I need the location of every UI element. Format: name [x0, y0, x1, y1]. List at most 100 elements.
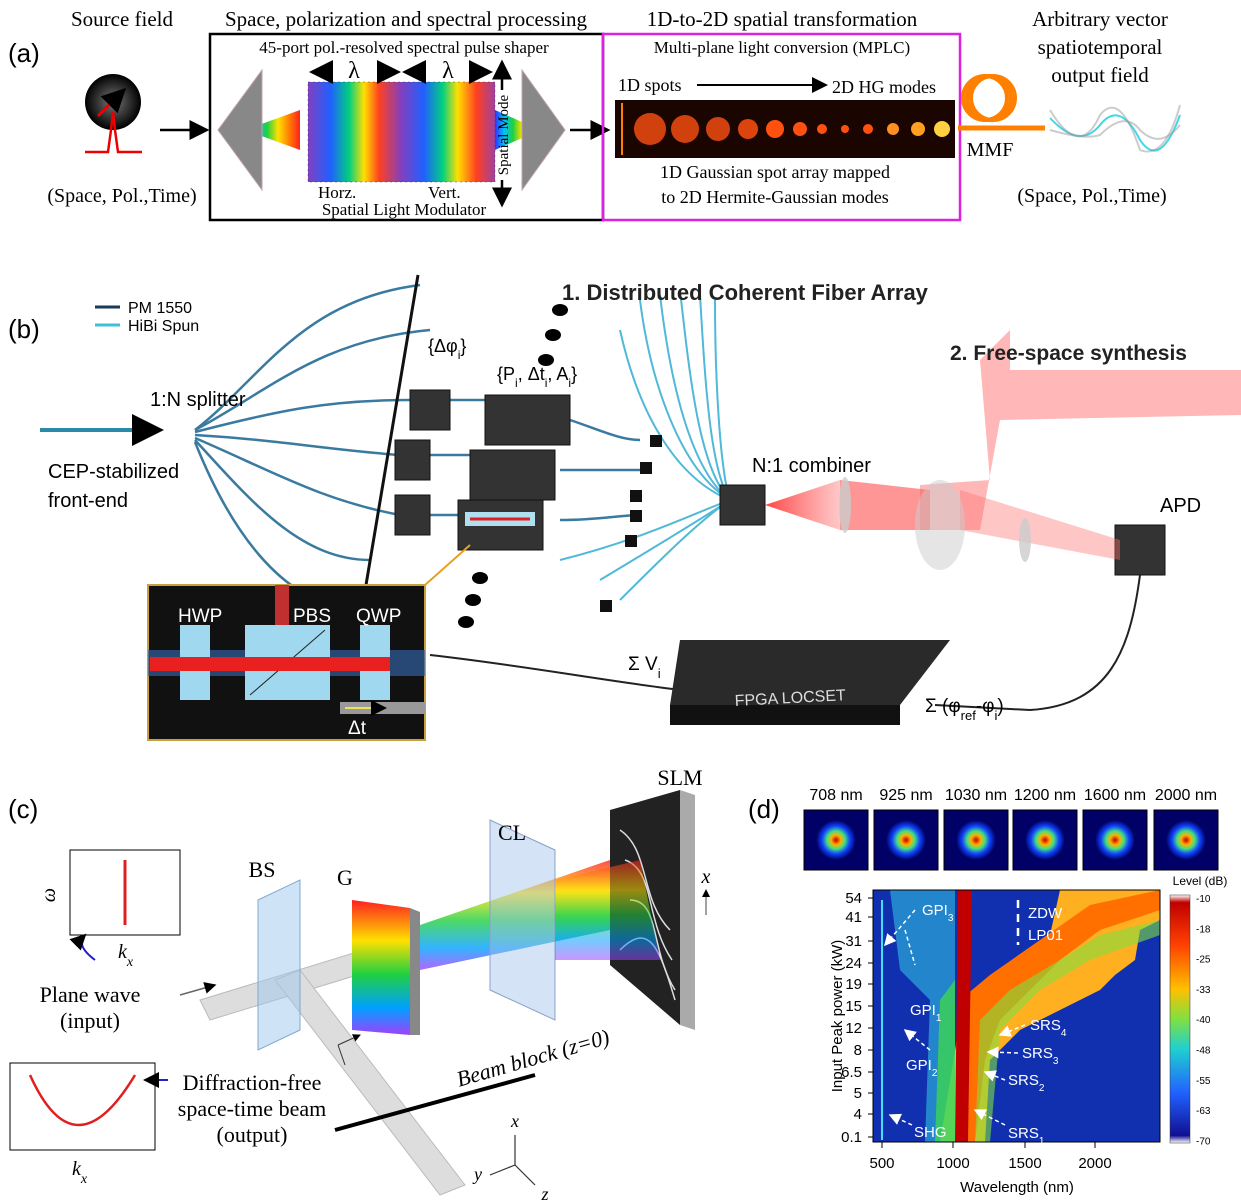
legend-entry: HiBi Spun [128, 318, 199, 335]
shape-path [195, 438, 400, 515]
annotation: LP01 [1028, 927, 1063, 944]
label: {Pi, Δti, Ai} [497, 364, 577, 390]
label: Plane wave [40, 982, 141, 1007]
text-part: GPI [922, 902, 948, 919]
shape-rect [485, 395, 570, 445]
panel-a-graphics [85, 34, 1180, 220]
label: 1D spots [618, 75, 682, 95]
label: z [540, 1184, 548, 1202]
subscript: 1 [1039, 1136, 1045, 1147]
shape-rect [150, 657, 390, 671]
label: ω [38, 888, 60, 902]
colorbar-tick-label: -55 [1196, 1076, 1211, 1087]
label: (output) [217, 1122, 288, 1147]
x-tick-label: 1500 [1008, 1155, 1041, 1172]
label: Spatial Mode [496, 94, 512, 175]
shape-circle [841, 125, 849, 133]
y-tick-label: 15 [845, 998, 862, 1015]
shape-line [490, 1165, 515, 1175]
text-part: } [460, 336, 466, 356]
colorbar-tick-label: -63 [1196, 1106, 1211, 1117]
label: Σ Vi [628, 654, 661, 681]
heading: Space, polarization and spectral process… [225, 7, 588, 31]
text-part: } [571, 364, 577, 384]
label: 2D HG modes [832, 77, 936, 97]
shape-circle [671, 115, 699, 143]
label: {Δφi} [428, 336, 466, 362]
text-part: SRS [1008, 1072, 1039, 1089]
shape-g [1050, 105, 1180, 152]
label: 1D Gaussian spot array mapped [660, 162, 890, 182]
subscript: 4 [1061, 1028, 1067, 1039]
label: CL [498, 820, 526, 845]
shape-path [560, 515, 640, 520]
shape-g [600, 435, 662, 612]
shape-circle [706, 117, 730, 141]
text-part: {Δφ [428, 336, 458, 356]
label: Δt [348, 718, 367, 739]
shape-path [660, 295, 730, 500]
x-tick-label: 2000 [1078, 1155, 1111, 1172]
label: HWP [178, 606, 222, 627]
shape-g [963, 76, 1015, 120]
text-part: ) [997, 696, 1003, 717]
colorbar-tick-label: -70 [1196, 1136, 1211, 1147]
beam-profile [1025, 820, 1065, 860]
wavelength-label: 925 nm [879, 787, 932, 804]
label: Diffraction-free [183, 1070, 322, 1095]
label: kx [118, 941, 134, 970]
panel-label: (a) [8, 38, 40, 68]
label: (Space, Pol.,Time) [47, 185, 196, 207]
shape-rect [395, 495, 430, 535]
legend-entry: PM 1550 [128, 300, 192, 317]
beam-profile [886, 820, 926, 860]
beam-profile [1095, 820, 1135, 860]
shape-circle [934, 121, 950, 137]
text-part: GPI [906, 1057, 932, 1074]
shape-polygon [490, 820, 555, 1020]
shape-rect [308, 82, 495, 182]
shape-polygon [670, 705, 900, 725]
shape-circle [817, 124, 827, 134]
shape-path [1050, 105, 1180, 152]
label: ω [0, 1100, 5, 1114]
label: Spatial Light Modulator [322, 200, 487, 219]
shape-polygon [522, 70, 565, 190]
colorbar-tick-label: -33 [1196, 985, 1211, 996]
heading: spatiotemporal [1038, 35, 1163, 59]
label: λ [442, 58, 454, 84]
shape-rect [600, 600, 612, 612]
axis-title: Wavelength (nm) [960, 1179, 1074, 1196]
text-part: , Δt [518, 364, 545, 384]
y-tick-label: 24 [845, 955, 862, 972]
beam-profile [1166, 820, 1206, 860]
shape-polygon [765, 480, 840, 530]
shape-line [515, 1165, 535, 1185]
shape-rect [625, 535, 637, 547]
text-part: GPI [910, 1002, 936, 1019]
colorbar-tick-label: -40 [1196, 1015, 1211, 1026]
shape-path [935, 575, 1140, 710]
wavelength-label: 1600 nm [1084, 787, 1146, 804]
shape-rect [650, 435, 662, 447]
shape-line [180, 985, 215, 995]
wavelength-label: 1200 nm [1014, 787, 1076, 804]
subscript: x [126, 955, 134, 970]
panel-d-graphics [804, 810, 1218, 1143]
shape-g [490, 1135, 535, 1185]
text-part: -φ [976, 696, 995, 717]
annotation: SHG [914, 1124, 947, 1141]
shape-rect [410, 390, 450, 430]
label: kx [72, 1158, 88, 1187]
y-tick-label: 0.1 [841, 1129, 862, 1146]
subscript: 3 [1053, 1056, 1059, 1067]
figure: (a)Source fieldSpace, polarization and s… [0, 0, 1241, 1202]
shape-ellipse [915, 480, 965, 570]
label: PBS [293, 606, 331, 627]
shape-path [560, 500, 730, 560]
shape-rect [470, 450, 555, 500]
shape-rect [640, 462, 652, 474]
text-part: Σ (φ [925, 696, 961, 717]
subscript: x [80, 1172, 88, 1187]
y-tick-label: 31 [845, 933, 862, 950]
